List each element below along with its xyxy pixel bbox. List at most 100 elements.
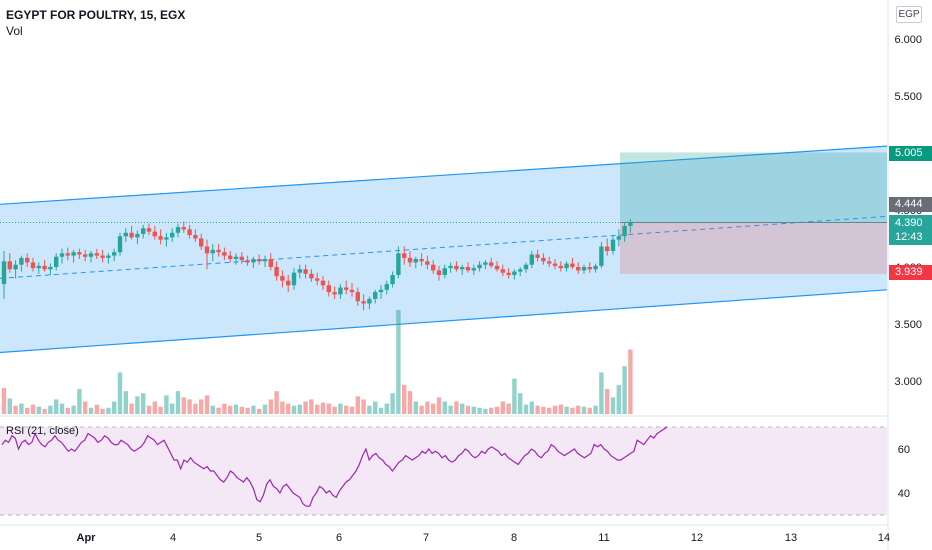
time-axis-tick: 7 — [423, 532, 429, 544]
volume-bar — [36, 406, 41, 414]
volume-bar — [378, 407, 384, 414]
candle-body — [25, 257, 30, 263]
volume-bar — [523, 404, 529, 414]
candle-body — [175, 227, 181, 233]
volume-bar — [442, 401, 447, 414]
candle-body — [552, 263, 558, 266]
candle-body — [239, 256, 244, 261]
volume-bar — [100, 408, 105, 414]
candle-body — [349, 289, 355, 293]
candle-body — [19, 257, 24, 265]
volume-bar — [309, 399, 314, 414]
candle-body — [291, 272, 297, 286]
volume-bar — [483, 408, 488, 414]
candle-body — [616, 236, 621, 240]
candle-body — [274, 267, 279, 277]
rsi-indicator-label[interactable]: RSI (21, close) — [6, 425, 79, 437]
volume-bar — [117, 372, 123, 414]
volume-bar — [384, 403, 389, 414]
candle-body — [245, 260, 250, 263]
candle-body — [581, 267, 587, 271]
volume-bar — [413, 401, 418, 414]
candle-body — [112, 252, 117, 256]
candle-body — [193, 235, 198, 239]
volume-bar — [494, 406, 500, 414]
volume-bar — [83, 401, 88, 414]
candle-body — [129, 232, 134, 238]
candle-body — [59, 253, 65, 257]
candle-body — [332, 292, 337, 295]
volume-bar — [605, 389, 610, 414]
volume-bar — [65, 407, 70, 414]
candle-body — [262, 259, 268, 262]
volume-bar — [489, 407, 494, 414]
time-axis-tick: 11 — [598, 532, 609, 544]
volume-bar — [268, 399, 273, 414]
candle-body — [576, 267, 581, 271]
candle-body — [13, 264, 18, 270]
candle-body — [564, 263, 569, 269]
candle-body — [326, 285, 331, 293]
volume-bar — [175, 391, 181, 414]
volume-bar — [54, 399, 59, 414]
candle-body — [535, 254, 540, 258]
candle-body — [42, 265, 47, 270]
volume-bar — [500, 401, 505, 414]
volume-bar — [396, 310, 401, 414]
currency-button[interactable]: EGP — [896, 6, 922, 23]
candle-body — [402, 253, 407, 258]
time-axis-tick: 12 — [691, 532, 703, 544]
volume-bar — [141, 393, 146, 414]
time-axis-tick: 4 — [170, 532, 176, 544]
volume-bar — [228, 405, 233, 414]
candle-body — [465, 267, 471, 271]
last-price-value: 4.390 — [895, 217, 923, 229]
volume-bar — [326, 403, 331, 414]
candle-body — [471, 268, 476, 271]
volume-bar — [77, 389, 82, 414]
stop-price-tag: 3.939 — [889, 265, 932, 280]
volume-bar — [616, 384, 621, 414]
candle-body — [460, 267, 465, 270]
volume-bar — [210, 405, 215, 414]
volume-bar — [558, 404, 563, 414]
candle-body — [303, 269, 308, 274]
candle-body — [233, 256, 239, 260]
candle-body — [390, 274, 395, 285]
volume-bar — [187, 399, 192, 414]
candle-body — [48, 267, 53, 270]
candle-body — [135, 233, 140, 238]
volume-bar — [59, 403, 65, 414]
volume-bar — [407, 391, 413, 414]
candle-body — [309, 273, 314, 279]
candle-body — [605, 246, 610, 252]
candle-body — [442, 268, 447, 275]
candle-body — [210, 249, 215, 254]
volume-indicator-label[interactable]: Vol — [6, 24, 23, 38]
volume-bar — [332, 406, 337, 414]
volume-bar — [1, 388, 7, 414]
volume-bar — [106, 407, 111, 414]
candle-body — [494, 265, 500, 270]
volume-bar — [19, 403, 24, 414]
candle-body — [622, 225, 627, 237]
volume-bar — [355, 396, 360, 414]
regression-channel-fill — [0, 146, 887, 353]
candle-body — [222, 252, 227, 256]
volume-bar — [622, 366, 627, 414]
volume-bar — [448, 405, 453, 414]
candle-body — [431, 264, 436, 271]
candle-body — [228, 255, 233, 260]
volume-bar — [233, 404, 239, 414]
symbol-title[interactable]: EGYPT FOR POULTRY, 15, EGX — [6, 8, 186, 22]
time-axis-tick: 5 — [256, 532, 262, 544]
candle-body — [152, 231, 157, 237]
candle-body — [338, 287, 343, 295]
candle-body — [628, 222, 633, 226]
candle-body — [117, 236, 123, 253]
candle-body — [286, 280, 291, 286]
channel-middle-line — [0, 215, 888, 279]
time-axis-tick: 14 — [878, 532, 890, 544]
